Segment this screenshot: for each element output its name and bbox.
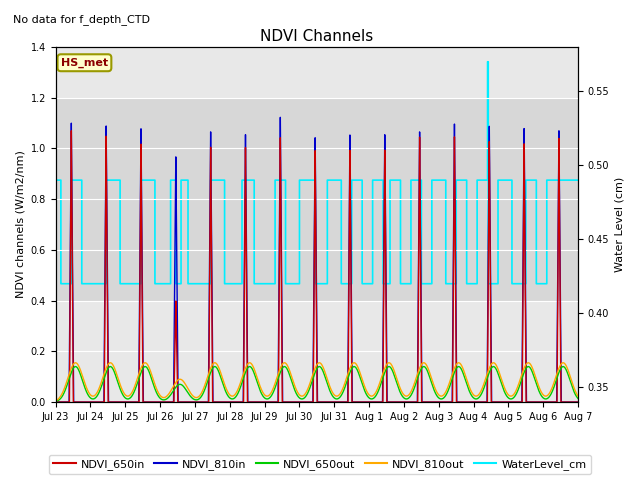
NDVI_650out — [287, 375, 294, 381]
NDVI_650in — [67, 128, 75, 134]
Line: NDVI_650in: NDVI_650in — [56, 131, 578, 402]
NDVI_810out — [385, 360, 393, 366]
NDVI_650in — [567, 399, 575, 405]
NDVI_650in — [287, 399, 294, 405]
NDVI_810out — [524, 360, 532, 366]
NDVI_810in — [52, 399, 60, 405]
NDVI_810out — [506, 393, 513, 399]
WaterLevel_cm — [574, 177, 582, 183]
WaterLevel_cm — [484, 59, 492, 65]
WaterLevel_cm — [52, 177, 60, 183]
NDVI_810in — [573, 399, 580, 405]
NDVI_810in — [287, 399, 294, 405]
NDVI_810out — [520, 365, 528, 371]
NDVI_810out — [52, 398, 60, 404]
NDVI_650out — [574, 396, 582, 401]
WaterLevel_cm — [573, 177, 581, 183]
WaterLevel_cm — [567, 177, 575, 183]
WaterLevel_cm — [287, 281, 294, 287]
WaterLevel_cm — [385, 281, 393, 287]
NDVI_810out — [574, 394, 582, 399]
Line: NDVI_810in: NDVI_810in — [56, 117, 578, 402]
NDVI_650out — [506, 396, 513, 402]
NDVI_650out — [52, 398, 60, 404]
Line: NDVI_650out: NDVI_650out — [56, 367, 578, 401]
NDVI_650out — [385, 364, 393, 370]
NDVI_810out — [567, 376, 575, 382]
NDVI_650in — [52, 399, 60, 405]
NDVI_650out — [520, 370, 528, 375]
Y-axis label: Water Level (cm): Water Level (cm) — [615, 177, 625, 272]
Line: WaterLevel_cm: WaterLevel_cm — [56, 62, 578, 284]
NDVI_810in — [574, 399, 582, 405]
NDVI_650out — [524, 364, 532, 370]
Line: NDVI_810out: NDVI_810out — [56, 363, 578, 401]
WaterLevel_cm — [57, 281, 65, 287]
NDVI_810in — [276, 114, 284, 120]
Y-axis label: NDVI channels (W/m2/nm): NDVI channels (W/m2/nm) — [15, 151, 25, 299]
NDVI_650in — [574, 399, 582, 405]
Legend: NDVI_650in, NDVI_810in, NDVI_650out, NDVI_810out, WaterLevel_cm: NDVI_650in, NDVI_810in, NDVI_650out, NDV… — [49, 455, 591, 474]
WaterLevel_cm — [506, 177, 513, 183]
NDVI_810out — [287, 371, 294, 376]
Bar — [56, 98, 578, 300]
NDVI_650in — [573, 399, 580, 405]
Text: HS_met: HS_met — [61, 58, 108, 68]
NDVI_810in — [506, 399, 513, 405]
NDVI_810in — [520, 133, 528, 139]
NDVI_650in — [520, 149, 528, 155]
NDVI_650out — [567, 380, 575, 386]
NDVI_650in — [385, 399, 393, 405]
WaterLevel_cm — [520, 281, 528, 287]
NDVI_650out — [573, 394, 580, 400]
NDVI_810out — [573, 392, 580, 397]
Title: NDVI Channels: NDVI Channels — [260, 29, 374, 44]
NDVI_650in — [506, 399, 513, 405]
NDVI_810in — [567, 399, 575, 405]
Text: No data for f_depth_CTD: No data for f_depth_CTD — [13, 14, 150, 25]
NDVI_810in — [385, 399, 393, 405]
